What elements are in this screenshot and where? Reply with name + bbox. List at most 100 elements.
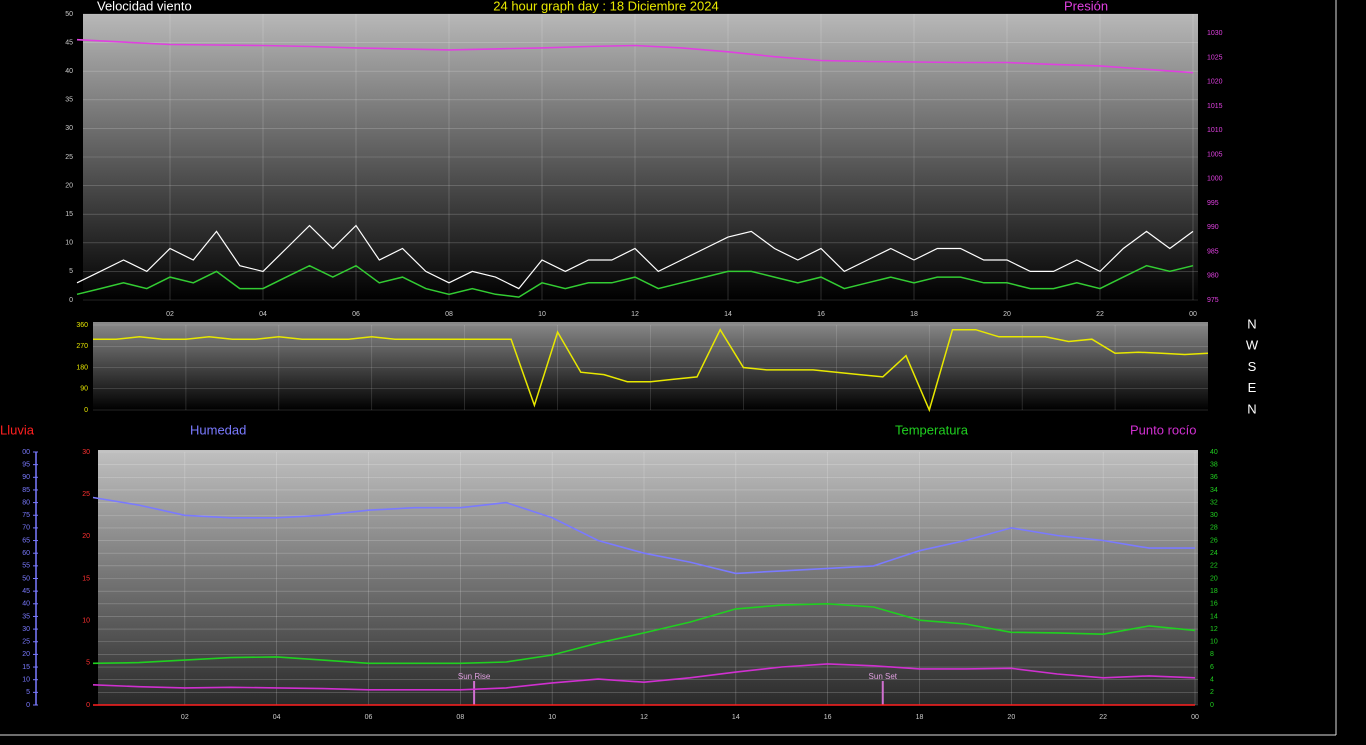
x-tick-label: 14 [732,714,740,721]
y3-tick-label: 10 [22,677,30,684]
x-tick-label: 04 [259,311,267,318]
y-tick-label: 0 [69,297,73,304]
y2-tick-label: 30 [1210,512,1218,519]
y2-tick-label: 4 [1210,677,1214,684]
y2-tick-label: 985 [1207,248,1219,255]
y2-tick-label: 995 [1207,200,1219,207]
y-tick-label: 50 [65,11,73,18]
series-line [92,496,1195,575]
x-tick-label: 02 [181,714,189,721]
y2-tick-label: 36 [1210,474,1218,481]
y2-tick-label: 38 [1210,461,1218,468]
x-tick-label: 20 [1003,311,1011,318]
y-tick-label: 25 [82,491,90,498]
y2-tick-label: 1015 [1207,103,1223,110]
y3-tick-label: 55 [22,563,30,570]
y-tick-label: 30 [82,449,90,456]
wind-label: Velocidad viento [97,0,192,13]
series-line [76,224,1194,290]
y3-tick-label: 80 [22,499,30,506]
y-tick-label: 0 [86,702,90,709]
x-tick-label: 22 [1096,311,1104,318]
annotation-text: Sun Rise [458,672,491,681]
y2-tick-label: 22 [1210,563,1218,570]
legend-entry: Humedad [190,422,246,437]
y2-tick-label: 1000 [1207,176,1223,183]
legend-entry: Lluvia [0,422,35,437]
y2-tick-label: 1025 [1207,54,1223,61]
y2-tick-label: 16 [1210,601,1218,608]
y2-tick-label: 980 [1207,273,1219,280]
x-tick-label: 06 [365,714,373,721]
y3-tick-label: 75 [22,512,30,519]
y2-tick-label: 1005 [1207,151,1223,158]
y2-tick-label: 32 [1210,499,1218,506]
y-tick-label: 5 [86,660,90,667]
series-line [93,328,1209,413]
y-tick-label: 10 [65,240,73,247]
x-tick-label: 12 [640,714,648,721]
y2-tick-label: 1010 [1207,127,1223,134]
y2-tick-label: 6 [1210,664,1214,671]
x-tick-label: 06 [352,311,360,318]
y-tick-label: 45 [65,39,73,46]
pressure-label: Presión [1064,0,1108,13]
x-tick-label: 00 [1191,714,1199,721]
y2-tick-label: 1030 [1207,30,1223,37]
legend-entry: Temperatura [895,422,969,437]
y-tick-label: 25 [65,154,73,161]
annotation-text: Sun Set [869,672,898,681]
x-tick-label: 10 [538,311,546,318]
y2-tick-label: 990 [1207,224,1219,231]
y-tick-label: 20 [65,182,73,189]
y2-tick-label: 20 [1210,575,1218,582]
y-tick-label: 5 [69,268,73,275]
y3-tick-label: 15 [22,664,30,671]
series-line [76,38,1194,74]
y3-tick-label: 20 [22,651,30,658]
x-tick-label: 08 [445,311,453,318]
y2-tick-label: 24 [1210,550,1218,557]
x-tick-label: 22 [1099,714,1107,721]
y-tick-label: 20 [82,533,90,540]
x-tick-label: 16 [817,311,825,318]
y2-tick-label: S [1248,359,1257,374]
y3-tick-label: 85 [22,487,30,494]
y2-tick-label: 34 [1210,487,1218,494]
x-tick-label: 20 [1007,714,1015,721]
y3-tick-label: 35 [22,613,30,620]
y3-tick-label: 40 [22,601,30,608]
y-tick-label: 270 [76,343,88,350]
x-tick-label: 18 [910,311,918,318]
series-line [92,602,1196,665]
y2-tick-label: 40 [1210,449,1218,456]
series-line [92,663,1196,691]
y2-tick-label: 28 [1210,525,1218,532]
y3-tick-label: 50 [22,575,30,582]
y-tick-label: 0 [84,407,88,414]
x-tick-label: 04 [273,714,281,721]
x-tick-label: 14 [724,311,732,318]
series-line [76,264,1194,298]
x-tick-label: 08 [456,714,464,721]
y3-tick-label: 5 [26,689,30,696]
legend-entry: Punto rocío [1130,422,1197,437]
y3-tick-label: 90 [22,474,30,481]
y2-tick-label: 2 [1210,689,1214,696]
x-tick-label: 00 [1189,311,1197,318]
y3-tick-label: 70 [22,525,30,532]
x-tick-label: 02 [166,311,174,318]
y2-tick-label: 10 [1210,639,1218,646]
y2-tick-label: W [1246,338,1259,353]
y2-tick-label: 0 [1210,702,1214,709]
y-tick-label: 15 [82,575,90,582]
y2-tick-label: N [1247,316,1256,331]
y-tick-label: 35 [65,97,73,104]
y3-tick-label: 65 [22,537,30,544]
y-tick-label: 360 [76,322,88,329]
y3-tick-label: 60 [22,550,30,557]
y2-tick-label: N [1247,401,1256,416]
plot-area-climate [98,450,1198,705]
y-tick-label: 40 [65,68,73,75]
